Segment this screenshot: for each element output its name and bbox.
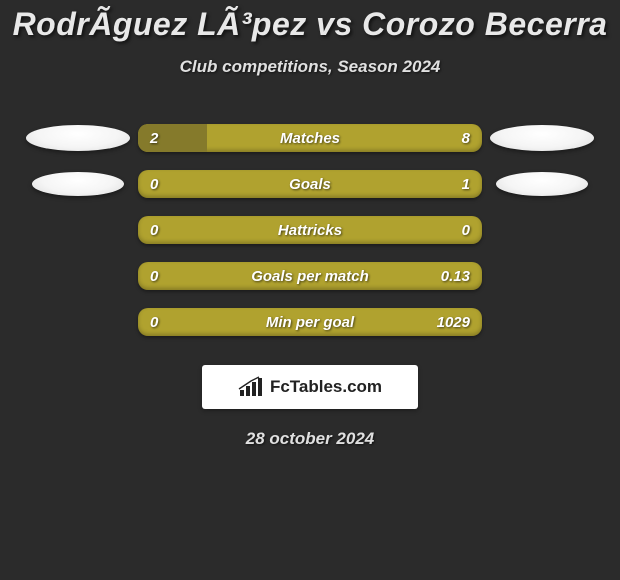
footer-date: 28 october 2024 xyxy=(0,429,620,449)
brand-logo[interactable]: FcTables.com xyxy=(202,365,418,409)
stat-row: 0Goals1 xyxy=(0,161,620,207)
stat-value-left: 0 xyxy=(150,262,158,290)
ellipse-icon xyxy=(32,172,124,196)
page-title: RodrÃ­guez LÃ³pez vs Corozo Becerra xyxy=(0,6,620,43)
stat-value-left: 0 xyxy=(150,170,158,198)
chart-icon xyxy=(238,376,264,398)
stat-row: 0Goals per match0.13 xyxy=(0,253,620,299)
stat-label: Hattricks xyxy=(138,216,482,244)
brand-logo-text: FcTables.com xyxy=(270,377,382,397)
stat-value-left: 0 xyxy=(150,216,158,244)
left-deco xyxy=(18,172,138,196)
stat-value-left: 2 xyxy=(150,124,158,152)
stat-bar-fill xyxy=(138,124,207,152)
stat-bar: 0Hattricks0 xyxy=(138,216,482,244)
stat-bar: 0Goals1 xyxy=(138,170,482,198)
stat-bar: 2Matches8 xyxy=(138,124,482,152)
stat-value-left: 0 xyxy=(150,308,158,336)
stat-value-right: 0.13 xyxy=(441,262,470,290)
stat-label: Goals xyxy=(138,170,482,198)
stat-bar: 0Min per goal1029 xyxy=(138,308,482,336)
ellipse-icon xyxy=(496,172,588,196)
subtitle: Club competitions, Season 2024 xyxy=(0,57,620,77)
stat-row: 0Hattricks0 xyxy=(0,207,620,253)
right-deco xyxy=(482,172,602,196)
stat-value-right: 0 xyxy=(462,216,470,244)
stat-value-right: 1029 xyxy=(437,308,470,336)
stat-value-right: 1 xyxy=(462,170,470,198)
ellipse-icon xyxy=(490,125,594,151)
stat-label: Goals per match xyxy=(138,262,482,290)
stat-bar: 0Goals per match0.13 xyxy=(138,262,482,290)
stat-row: 0Min per goal1029 xyxy=(0,299,620,345)
left-deco xyxy=(18,125,138,151)
ellipse-icon xyxy=(26,125,130,151)
right-deco xyxy=(482,125,602,151)
stat-row: 2Matches8 xyxy=(0,115,620,161)
stat-value-right: 8 xyxy=(462,124,470,152)
stat-rows: 2Matches80Goals10Hattricks00Goals per ma… xyxy=(0,115,620,345)
stat-label: Min per goal xyxy=(138,308,482,336)
comparison-card: RodrÃ­guez LÃ³pez vs Corozo Becerra Club… xyxy=(0,0,620,449)
